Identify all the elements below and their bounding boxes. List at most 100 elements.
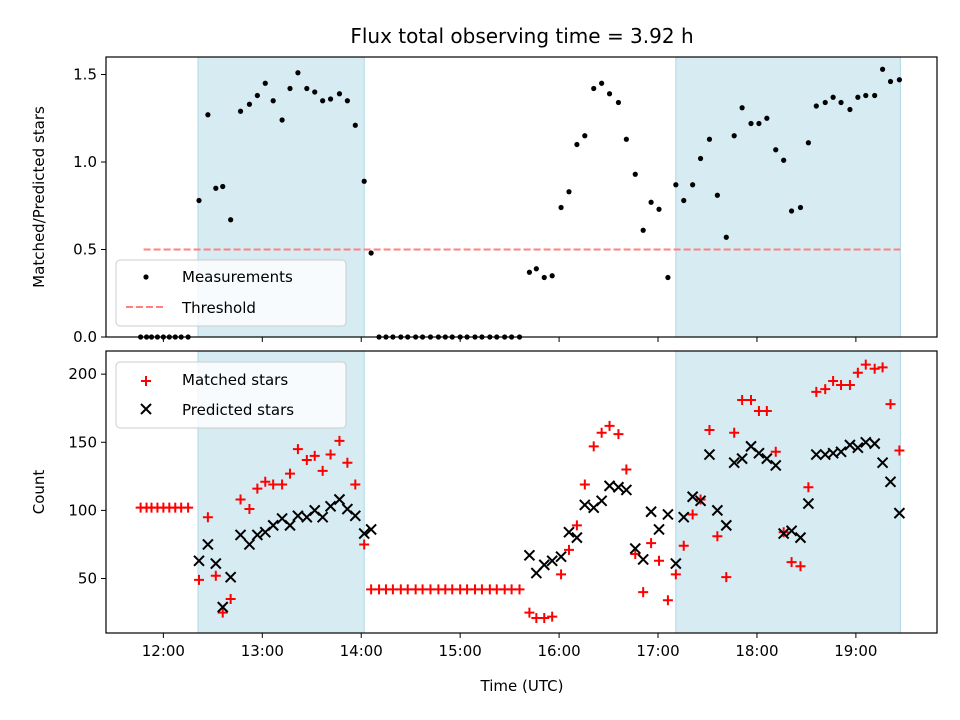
predicted-stars-marker — [785, 525, 798, 537]
matched-stars-marker — [761, 405, 772, 416]
measurement-point — [813, 103, 819, 109]
matched-stars-marker — [770, 446, 781, 457]
predicted-stars-marker — [546, 555, 558, 567]
y-tick-label: 1.0 — [73, 153, 97, 171]
measurement-point — [805, 140, 811, 146]
predicted-stars-marker — [243, 538, 256, 551]
legend-box — [115, 259, 347, 327]
legend-measurements-label: Measurements — [182, 268, 293, 286]
measurement-point — [526, 269, 533, 275]
x-tick-label: 18:00 — [735, 642, 778, 660]
measurement-point — [681, 197, 687, 204]
predicted-stars-marker — [563, 526, 575, 538]
predicted-stars-marker — [284, 519, 296, 532]
matched-stars-marker — [737, 395, 748, 406]
measurement-point — [673, 182, 679, 188]
measurement-point — [764, 115, 770, 121]
predicted-stars-marker — [365, 523, 377, 536]
predicted-stars-marker — [555, 551, 567, 563]
measurement-point — [541, 274, 547, 281]
measurement-point — [549, 273, 555, 279]
predicted-stars-marker — [777, 527, 790, 540]
measurement-point — [599, 80, 605, 86]
matched-stars-marker — [844, 380, 855, 391]
measurement-point — [739, 105, 745, 111]
x-tick-label: 14:00 — [340, 642, 383, 660]
matched-stars-marker — [539, 613, 550, 624]
measurement-point — [640, 227, 646, 233]
predicted-stars-marker — [884, 476, 897, 488]
matched-stars-marker — [588, 441, 599, 452]
matched-stars-marker — [613, 429, 624, 440]
measurement-point — [213, 185, 219, 191]
matched-stars-marker — [646, 538, 657, 549]
matched-stars-marker — [268, 479, 279, 490]
y-tick-label: 0.5 — [73, 241, 97, 259]
matched-stars-marker — [630, 548, 641, 559]
predicted-stars-marker — [292, 510, 304, 522]
matched-stars-marker — [556, 569, 567, 580]
predicted-stars-marker — [860, 436, 872, 448]
matched-stars-marker — [514, 584, 525, 595]
x-tick-label: 12:00 — [142, 642, 185, 660]
measurement-point — [196, 197, 202, 204]
matched-stars-marker — [359, 539, 370, 550]
legend-threshold-label: Threshold — [181, 299, 256, 317]
measurement-point — [648, 199, 654, 205]
predicted-stars-marker — [316, 511, 329, 523]
predicted-stars-marker — [645, 506, 657, 518]
predicted-stars-marker — [802, 497, 815, 510]
matched-stars-marker — [820, 384, 831, 395]
predicted-stars-marker — [868, 437, 881, 450]
matched-stars-marker — [746, 395, 757, 406]
predicted-stars-marker — [210, 557, 222, 570]
predicted-stars-marker — [234, 529, 247, 541]
matched-stars-marker — [547, 611, 558, 622]
predicted-stars-marker — [251, 529, 264, 541]
measurement-point — [220, 183, 226, 190]
predicted-stars-marker — [629, 542, 641, 555]
predicted-stars-marker — [736, 452, 748, 465]
matched-stars-marker — [325, 449, 336, 460]
measurement-point — [361, 178, 367, 184]
observing-span-shade — [675, 56, 901, 338]
predicted-stars-marker — [523, 549, 536, 562]
predicted-stars-marker — [224, 571, 237, 583]
axes-frame — [105, 56, 938, 338]
predicted-stars-marker — [728, 457, 740, 469]
predicted-stars-marker — [686, 491, 699, 503]
measurement-point — [312, 89, 318, 95]
predicted-stars-marker — [620, 484, 633, 496]
predicted-stars-marker — [810, 448, 823, 461]
matched-stars-marker — [571, 520, 582, 531]
axes-frame — [105, 350, 938, 634]
measurement-point — [748, 120, 754, 127]
predicted-stars-marker — [852, 442, 864, 454]
matched-stars-marker — [894, 445, 905, 456]
predicted-stars-marker — [761, 452, 773, 465]
legend-box — [115, 361, 347, 429]
measurement-point — [574, 141, 580, 148]
predicted-stars-marker — [753, 447, 765, 459]
measurement-point — [855, 94, 861, 100]
matched-stars-marker — [860, 359, 871, 370]
legend-predicted-marker — [140, 403, 152, 415]
predicted-stars-marker — [678, 511, 690, 523]
matched-stars-marker — [885, 399, 896, 410]
y-axis-label: Count — [30, 470, 48, 515]
matched-stars-marker — [670, 569, 681, 580]
matched-stars-marker — [210, 570, 221, 581]
measurement-point — [352, 122, 358, 128]
measurement-point — [254, 92, 260, 99]
matched-stars-marker — [292, 444, 303, 455]
predicted-stars-marker — [267, 519, 279, 532]
matched-stars-marker — [183, 502, 194, 513]
predicted-stars-marker — [202, 538, 214, 551]
measurement-point — [566, 189, 572, 195]
measurement-point — [246, 101, 253, 107]
measurement-point — [304, 85, 310, 92]
x-tick-label: 15:00 — [439, 642, 482, 660]
measurement-point — [714, 192, 720, 198]
measurement-point — [797, 204, 804, 211]
measurement-point — [723, 234, 729, 240]
